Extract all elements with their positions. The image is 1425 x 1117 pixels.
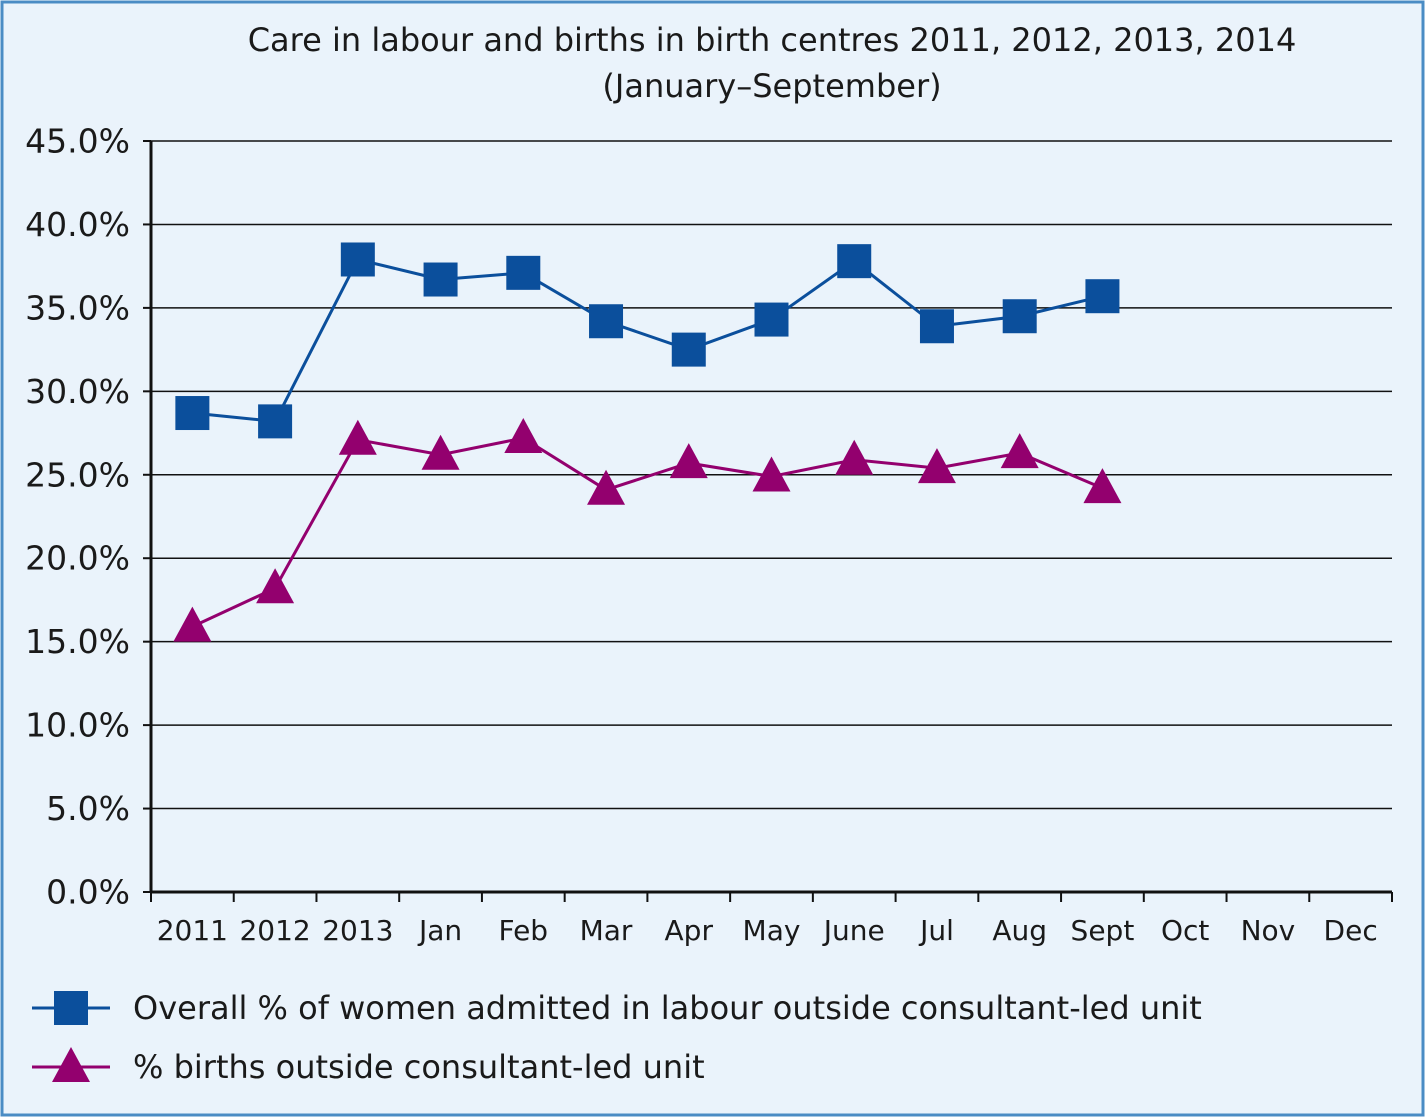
x-tick-label: 2011 <box>157 914 228 947</box>
y-tick-label: 5.0% <box>46 789 130 828</box>
legend-marker <box>52 1047 90 1082</box>
x-tick-label: Aug <box>992 914 1047 947</box>
data-point <box>256 568 295 604</box>
data-point <box>754 302 789 337</box>
y-tick-label: 15.0% <box>25 622 130 661</box>
data-point <box>173 606 212 642</box>
y-tick-label: 40.0% <box>25 205 130 244</box>
data-point <box>835 439 874 475</box>
data-point <box>338 419 377 455</box>
data-point <box>589 304 624 339</box>
x-tick-label: Jul <box>918 914 954 947</box>
data-point <box>175 396 210 431</box>
data-point <box>340 242 375 277</box>
legend-label: % births outside consultant-led unit <box>133 1048 705 1086</box>
data-point <box>504 418 543 454</box>
y-tick-label: 45.0% <box>25 122 130 161</box>
x-tick-label: May <box>743 914 801 947</box>
data-point <box>919 309 954 344</box>
data-point <box>587 469 626 505</box>
data-point <box>752 456 791 492</box>
x-tick-label: Feb <box>499 914 549 947</box>
x-tick-label: 2013 <box>322 914 393 947</box>
data-point <box>423 262 458 297</box>
data-point <box>917 448 956 484</box>
data-point <box>1085 279 1120 314</box>
y-tick-label: 35.0% <box>25 288 130 327</box>
data-point <box>1002 299 1037 334</box>
y-tick-label: 30.0% <box>25 372 130 411</box>
data-point <box>669 443 708 479</box>
x-tick-label: Mar <box>580 914 633 947</box>
legend-marker <box>54 991 88 1025</box>
data-point <box>671 332 706 367</box>
x-tick-label: Oct <box>1161 914 1209 947</box>
y-tick-label: 0.0% <box>46 873 130 912</box>
chart-subtitle: (January–September) <box>602 67 941 105</box>
data-point <box>1000 433 1039 469</box>
legend-label: Overall % of women admitted in labour ou… <box>133 989 1202 1027</box>
x-tick-label: Apr <box>665 914 714 947</box>
x-tick-label: 2012 <box>239 914 310 947</box>
chart-title: Care in labour and births in birth centr… <box>248 21 1297 59</box>
x-tick-label: Nov <box>1241 914 1296 947</box>
y-tick-label: 20.0% <box>25 539 130 578</box>
data-point <box>421 434 460 470</box>
data-point <box>1083 468 1122 504</box>
x-tick-label: Dec <box>1324 914 1378 947</box>
data-point <box>258 404 293 439</box>
series-line <box>191 436 1104 629</box>
data-point <box>837 244 872 279</box>
x-tick-label: Sept <box>1071 914 1135 947</box>
y-tick-label: 10.0% <box>25 706 130 745</box>
x-tick-label: Jan <box>417 914 462 947</box>
x-tick-label: June <box>822 914 885 947</box>
data-point <box>506 255 541 290</box>
y-tick-label: 25.0% <box>25 455 130 494</box>
